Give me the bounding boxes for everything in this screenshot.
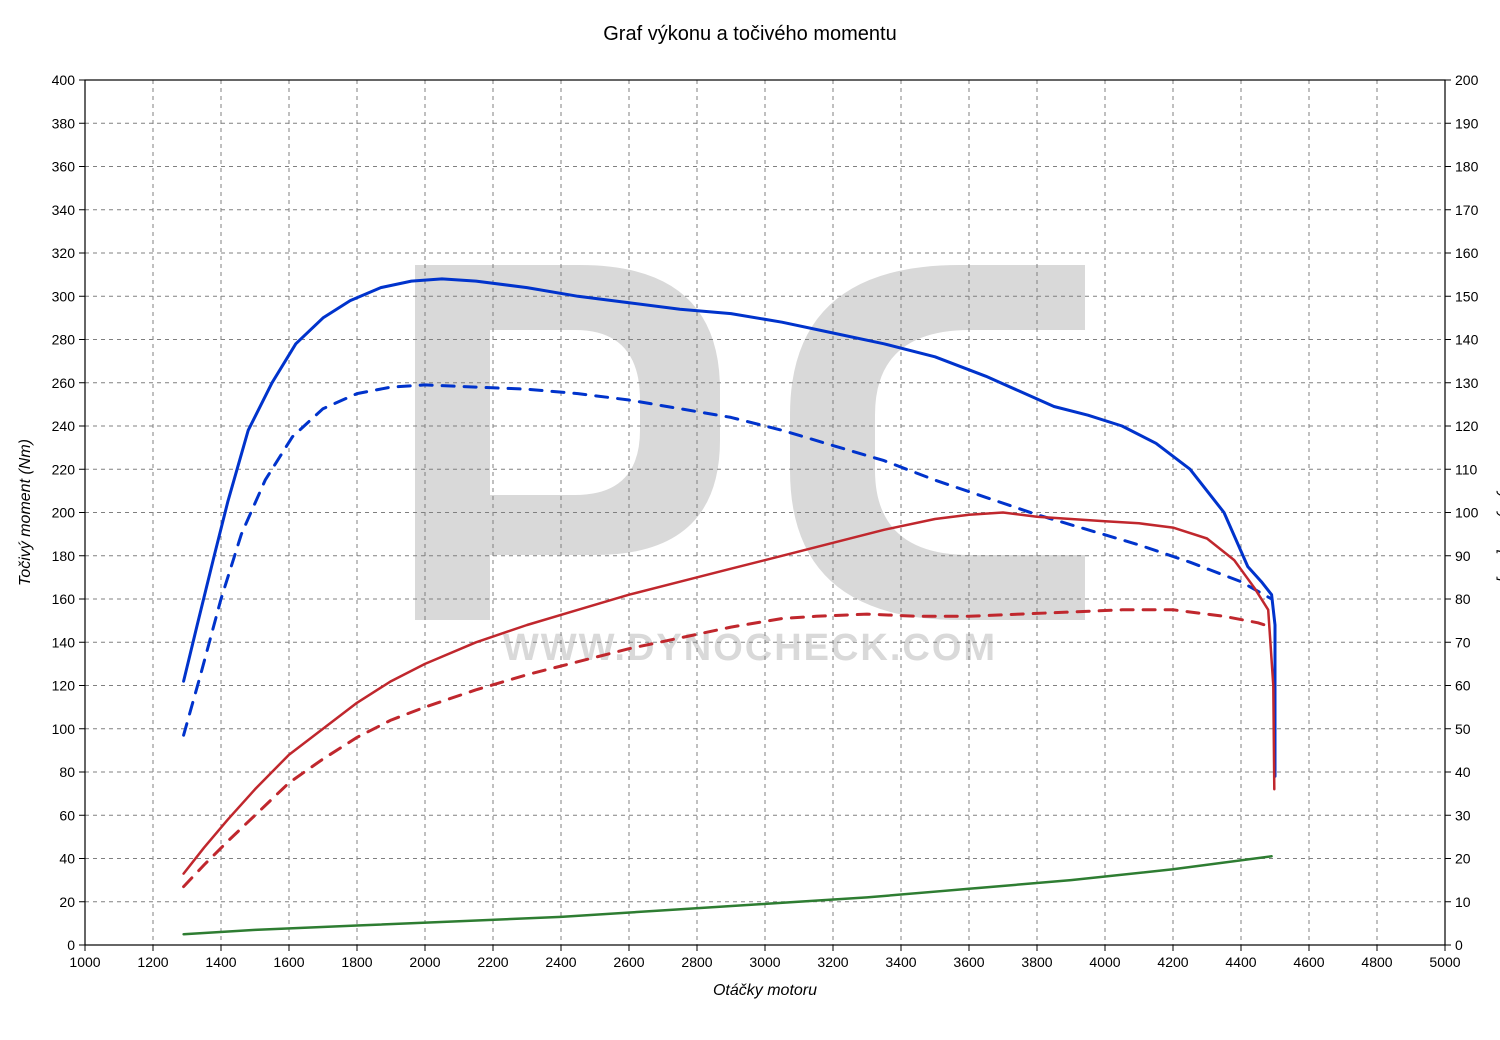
svg-text:2000: 2000 (409, 954, 440, 970)
svg-text:200: 200 (52, 505, 76, 521)
svg-text:240: 240 (52, 418, 76, 434)
svg-text:400: 400 (52, 72, 76, 88)
svg-text:120: 120 (52, 678, 76, 694)
svg-text:2800: 2800 (681, 954, 712, 970)
svg-text:60: 60 (1455, 678, 1471, 694)
svg-text:4400: 4400 (1225, 954, 1256, 970)
svg-text:1400: 1400 (205, 954, 236, 970)
svg-text:220: 220 (52, 461, 76, 477)
svg-text:2400: 2400 (545, 954, 576, 970)
svg-text:40: 40 (59, 851, 75, 867)
svg-text:1000: 1000 (69, 954, 100, 970)
svg-text:380: 380 (52, 115, 76, 131)
svg-text:3000: 3000 (749, 954, 780, 970)
svg-text:140: 140 (1455, 332, 1479, 348)
svg-text:1200: 1200 (137, 954, 168, 970)
svg-text:1800: 1800 (341, 954, 372, 970)
svg-text:100: 100 (52, 721, 76, 737)
svg-text:0: 0 (1455, 937, 1463, 953)
svg-text:3800: 3800 (1021, 954, 1052, 970)
svg-text:10: 10 (1455, 894, 1471, 910)
svg-text:1600: 1600 (273, 954, 304, 970)
svg-text:260: 260 (52, 375, 76, 391)
svg-text:80: 80 (59, 764, 75, 780)
svg-text:3400: 3400 (885, 954, 916, 970)
svg-text:60: 60 (59, 807, 75, 823)
svg-text:160: 160 (52, 591, 76, 607)
svg-text:20: 20 (1455, 851, 1471, 867)
svg-text:110: 110 (1455, 461, 1478, 477)
y-axis-right-label: Celkový výkon [kW] (1496, 443, 1500, 583)
svg-text:190: 190 (1455, 115, 1479, 131)
svg-text:4200: 4200 (1157, 954, 1188, 970)
svg-text:140: 140 (52, 634, 76, 650)
svg-text:160: 160 (1455, 245, 1479, 261)
svg-text:100: 100 (1455, 505, 1479, 521)
svg-text:80: 80 (1455, 591, 1471, 607)
svg-text:2200: 2200 (477, 954, 508, 970)
svg-text:4600: 4600 (1293, 954, 1324, 970)
svg-text:280: 280 (52, 332, 76, 348)
dyno-chart: WWW.DYNOCHECK.COM10001200140016001800200… (0, 0, 1500, 1040)
svg-text:150: 150 (1455, 288, 1479, 304)
svg-text:360: 360 (52, 159, 76, 175)
svg-text:40: 40 (1455, 764, 1471, 780)
svg-text:5000: 5000 (1429, 954, 1460, 970)
svg-text:120: 120 (1455, 418, 1479, 434)
chart-title: Graf výkonu a točivého momentu (603, 23, 896, 45)
svg-text:4000: 4000 (1089, 954, 1120, 970)
svg-text:300: 300 (52, 288, 76, 304)
svg-text:320: 320 (52, 245, 76, 261)
svg-text:340: 340 (52, 202, 76, 218)
svg-text:50: 50 (1455, 721, 1471, 737)
svg-text:130: 130 (1455, 375, 1479, 391)
svg-text:4800: 4800 (1361, 954, 1392, 970)
svg-text:180: 180 (1455, 159, 1479, 175)
x-axis-label: Otáčky motoru (713, 982, 817, 999)
svg-text:70: 70 (1455, 634, 1471, 650)
svg-text:2600: 2600 (613, 954, 644, 970)
svg-text:20: 20 (59, 894, 75, 910)
svg-text:3200: 3200 (817, 954, 848, 970)
svg-text:3600: 3600 (953, 954, 984, 970)
svg-text:180: 180 (52, 548, 76, 564)
svg-text:0: 0 (67, 937, 75, 953)
y-axis-left-label: Točivý moment (Nm) (17, 439, 34, 586)
svg-text:200: 200 (1455, 72, 1479, 88)
svg-text:170: 170 (1455, 202, 1479, 218)
svg-text:30: 30 (1455, 807, 1471, 823)
svg-text:90: 90 (1455, 548, 1471, 564)
